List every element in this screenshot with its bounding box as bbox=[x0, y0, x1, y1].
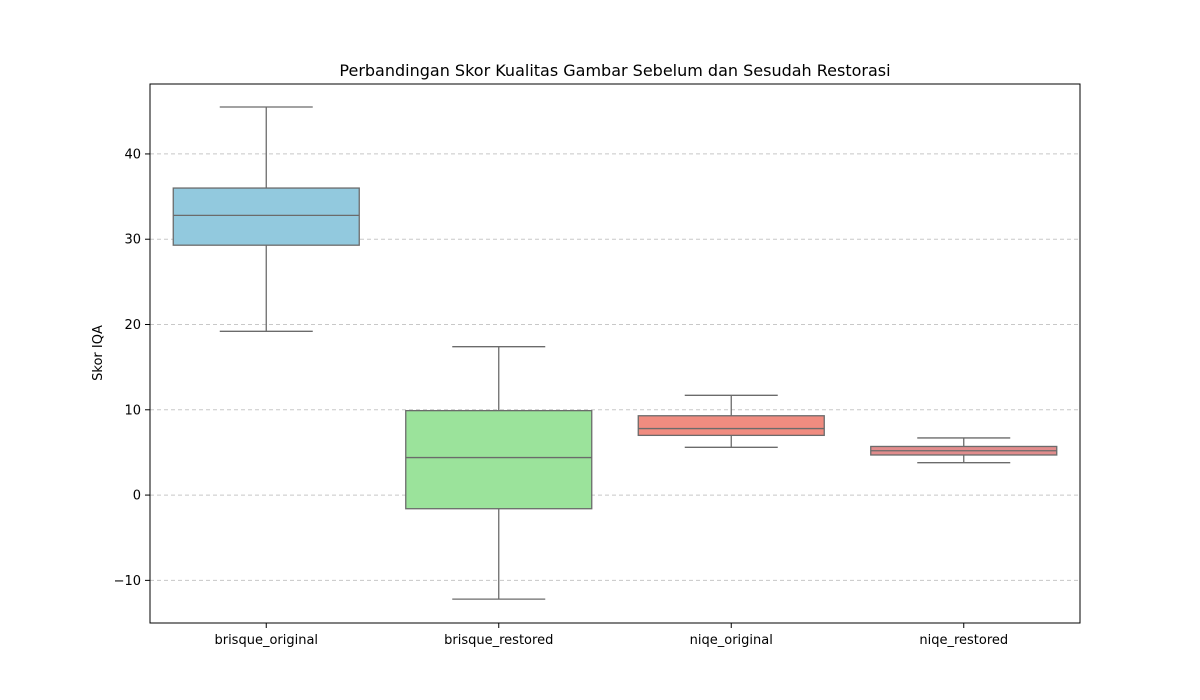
y-tick-label: 30 bbox=[124, 233, 141, 248]
y-axis-label: Skor IQA bbox=[91, 325, 106, 381]
y-tick-label: 0 bbox=[133, 489, 141, 504]
x-tick-label: brisque_restored bbox=[444, 633, 553, 648]
y-tick-label: 20 bbox=[124, 318, 141, 333]
y-tick-label: 40 bbox=[124, 147, 141, 162]
x-tick-label: niqe_original bbox=[690, 633, 773, 648]
grid-lines bbox=[150, 153, 1080, 581]
y-tick-label: 10 bbox=[124, 403, 141, 418]
x-tick-label: niqe_restored bbox=[919, 633, 1008, 648]
iqr-box bbox=[172, 187, 360, 246]
y-tick-label: −10 bbox=[114, 574, 141, 589]
axis-ticks: −10 0 10 20 30 40 brisque_original brisque_rest… bbox=[114, 147, 1009, 648]
boxes bbox=[172, 106, 1058, 600]
plot-area-frame bbox=[149, 83, 1081, 624]
iqr-box bbox=[405, 409, 593, 510]
x-tick-label: brisque_original bbox=[214, 633, 318, 648]
chart-title: Perbandingan Skor Kualitas Gambar Sebelu… bbox=[339, 61, 890, 80]
iqr-box bbox=[637, 415, 825, 437]
